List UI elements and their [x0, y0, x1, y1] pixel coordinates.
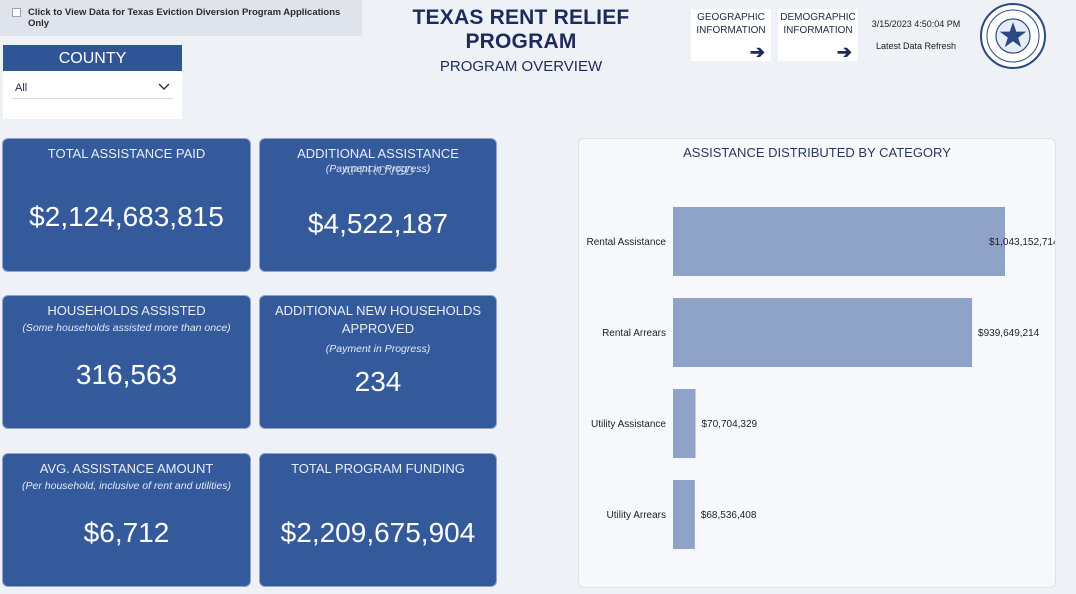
card-label: HOUSEHOLDS ASSISTED — [47, 303, 206, 318]
demographic-line2: INFORMATION — [783, 25, 853, 36]
card-label-overlap: APPROVED — [341, 163, 415, 178]
card-note: (Per household, inclusive of rent and ut… — [22, 480, 231, 492]
chevron-down-icon — [158, 82, 170, 94]
agency-seal-logo — [980, 3, 1046, 69]
additional-assistance-card: ADDITIONAL ASSISTANCE (Payment in Progre… — [259, 138, 497, 272]
data-label: $1,043,152,714 — [989, 237, 1055, 248]
page-title: TEXAS RENT RELIEF PROGRAM — [412, 6, 630, 53]
county-filter: COUNTY All — [3, 45, 182, 119]
bar-utility-arrears[interactable] — [673, 480, 695, 549]
data-refresh-info: 3/15/2023 4:50:04 PM Latest Data Refresh — [866, 19, 966, 51]
diversion-toggle-label: Click to View Data for Texas Eviction Di… — [27, 7, 341, 29]
households-assisted-card: HOUSEHOLDS ASSISTED (Some households ass… — [2, 295, 251, 429]
card-label: ADDITIONAL ASSISTANCE — [297, 146, 459, 161]
card-label: AVG. ASSISTANCE AMOUNT — [39, 461, 214, 476]
county-selected-value: All — [15, 82, 28, 94]
card-value: $2,124,683,815 — [29, 201, 224, 232]
category-bar-chart: ASSISTANCE DISTRIBUTED BY CATEGORY Renta… — [578, 138, 1056, 588]
card-label: TOTAL ASSISTANCE PAID — [47, 146, 206, 161]
geographic-line1: GEOGRAPHIC — [697, 12, 765, 23]
data-label: $68,536,408 — [701, 510, 757, 521]
geographic-information-button[interactable]: GEOGRAPHIC INFORMATION ➔ — [691, 9, 771, 61]
card-note: (Some households assisted more than once… — [22, 322, 231, 334]
chart-svg: Rental Assistance $1,043,152,714 Rental Ar… — [587, 207, 1055, 549]
card-label: TOTAL PROGRAM FUNDING — [291, 461, 465, 476]
total-assistance-paid-card: TOTAL ASSISTANCE PAID $2,124,683,815 — [2, 138, 251, 272]
county-label: COUNTY — [3, 45, 182, 71]
category-label: Utility Arrears — [607, 510, 666, 521]
data-label: $939,649,214 — [978, 328, 1040, 339]
county-dropdown[interactable]: All — [12, 78, 173, 99]
page-header: TEXAS RENT RELIEF PROGRAM PROGRAM OVERVI… — [366, 6, 676, 75]
diversion-program-toggle[interactable]: Click to View Data for Texas Eviction Di… — [0, 0, 362, 36]
bar-utility-assistance[interactable] — [673, 389, 696, 458]
bar-rental-arrears[interactable] — [673, 298, 973, 367]
card-value: $6,712 — [83, 517, 170, 548]
card-label-line2: APPROVED — [341, 321, 415, 336]
demographic-line1: DEMOGRAPHIC — [780, 12, 856, 23]
geographic-line2: INFORMATION — [696, 25, 766, 36]
card-value: 316,563 — [75, 359, 178, 390]
card-note: (Payment in Progress) — [325, 163, 431, 175]
avg-assistance-card: AVG. ASSISTANCE AMOUNT (Per household, i… — [2, 453, 251, 587]
data-label: $70,704,329 — [702, 419, 758, 430]
category-label: Utility Assistance — [591, 419, 666, 430]
category-label: Rental Assistance — [587, 237, 667, 248]
card-value: $4,522,187 — [307, 208, 449, 239]
card-value: $2,209,675,904 — [280, 517, 476, 548]
card-value: 234 — [354, 366, 402, 397]
card-note: (Payment in Progress) — [325, 343, 431, 355]
refresh-timestamp: 3/15/2023 4:50:04 PM — [871, 19, 961, 29]
demographic-information-button[interactable]: DEMOGRAPHIC INFORMATION ➔ — [778, 9, 858, 61]
category-label: Rental Arrears — [602, 328, 666, 339]
refresh-label: Latest Data Refresh — [875, 41, 957, 51]
new-households-approved-card: ADDITIONAL NEW HOUSEHOLDS APPROVED (Paym… — [259, 295, 497, 429]
diversion-checkbox[interactable] — [12, 8, 21, 17]
seal-star-icon — [986, 9, 1040, 63]
arrow-right-icon: ➔ — [749, 42, 765, 62]
card-label: ADDITIONAL NEW HOUSEHOLDS — [274, 303, 482, 318]
arrow-right-icon: ➔ — [836, 42, 852, 62]
chart-title: ASSISTANCE DISTRIBUTED BY CATEGORY — [683, 145, 951, 160]
total-program-funding-card: TOTAL PROGRAM FUNDING $2,209,675,904 — [259, 453, 497, 587]
page-subtitle: PROGRAM OVERVIEW — [439, 58, 603, 75]
bar-rental-assistance[interactable] — [673, 207, 1005, 276]
